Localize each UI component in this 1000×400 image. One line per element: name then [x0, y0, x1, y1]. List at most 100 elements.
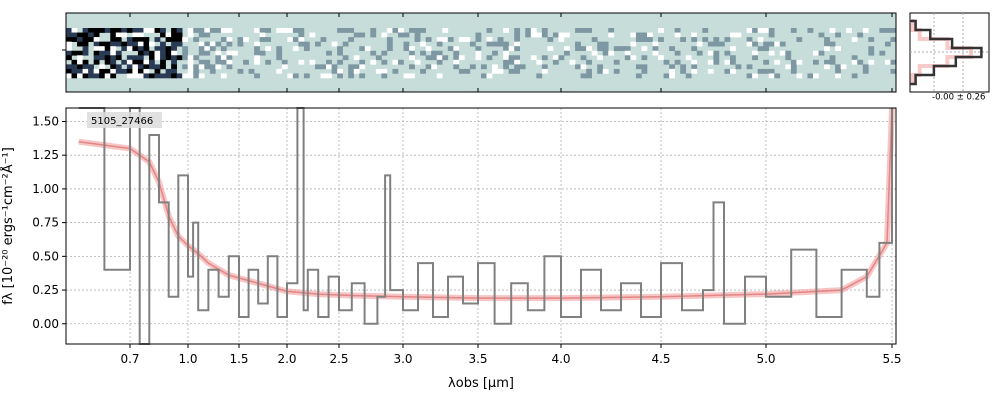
2d-pixel [204, 32, 211, 38]
2d-pixel [663, 73, 670, 79]
2d-pixel [790, 28, 797, 33]
2d-pixel [691, 59, 698, 65]
2d-pixel [597, 41, 604, 47]
2d-pixel [851, 59, 858, 65]
2d-pixel [409, 55, 415, 61]
2d-pixel [514, 28, 521, 33]
2d-pixel [552, 59, 559, 65]
2d-pixel [353, 32, 360, 38]
2d-pixel [315, 41, 321, 47]
2d-pixel [182, 64, 189, 70]
2d-pixel [132, 37, 139, 42]
2d-pixel [259, 28, 266, 33]
2d-pixel [121, 32, 128, 38]
2d-pixel [652, 46, 659, 52]
2d-pixel [564, 46, 570, 52]
2d-pixel [226, 37, 233, 42]
2d-pixel [824, 41, 830, 47]
2d-pixel [126, 37, 133, 42]
2d-pixel [586, 46, 592, 52]
2d-pixel [868, 37, 875, 42]
2d-pixel [514, 46, 521, 52]
2d-pixel [381, 50, 388, 56]
2d-pixel [431, 50, 438, 56]
2d-pixel [774, 73, 781, 79]
2d-pixel [160, 55, 166, 61]
2d-pixel [647, 37, 653, 42]
2d-pixel [149, 59, 155, 65]
y-tick-label: 0.00 [32, 317, 59, 331]
2d-pixel [248, 68, 255, 74]
2d-pixel [171, 50, 177, 56]
2d-pixel [658, 28, 664, 33]
2d-pixel [143, 59, 150, 65]
2d-pixel [652, 50, 659, 56]
2d-pixel [265, 37, 272, 42]
2d-pixel [276, 68, 283, 74]
2d-pixel [121, 46, 128, 52]
2d-pixel [99, 46, 106, 52]
2d-pixel [337, 28, 343, 33]
2d-pixel [763, 59, 770, 65]
2d-pixel [409, 73, 415, 79]
2d-pixel [226, 50, 233, 56]
2d-pixel [143, 28, 150, 33]
2d-pixel [818, 32, 825, 38]
2d-pixel [497, 41, 504, 47]
2d-pixel [110, 46, 117, 52]
2d-pixel [746, 41, 753, 47]
2d-pixel [182, 73, 189, 79]
2d-pixel [126, 73, 133, 79]
2d-pixel [431, 64, 438, 70]
2d-pixel [630, 41, 637, 47]
y-tick-label: 1.50 [32, 114, 59, 128]
2d-pixel [143, 73, 150, 79]
2d-pixel [730, 68, 736, 74]
2d-pixel [752, 50, 758, 56]
2d-pixel [674, 32, 681, 38]
data-line [78, 107, 893, 345]
2d-pixel [575, 41, 581, 47]
2d-pixel [71, 50, 78, 56]
2d-pixel [215, 59, 222, 65]
x-tick-label: 2.5 [329, 352, 348, 366]
2d-pixel [514, 37, 521, 42]
2d-pixel [149, 55, 155, 61]
2d-pixel [409, 28, 415, 33]
2d-pixel [359, 59, 366, 65]
2d-pixel [137, 37, 144, 42]
plot-frame [65, 107, 897, 345]
2d-pixel [342, 55, 349, 61]
2d-pixel [326, 59, 332, 65]
2d-pixel [77, 73, 83, 79]
2d-pixel [254, 41, 260, 47]
2d-pixel [198, 28, 205, 33]
2d-pixel [337, 73, 343, 79]
2d-pixel [514, 41, 521, 47]
2d-pixel [779, 41, 786, 47]
2d-pixel [337, 59, 343, 65]
2d-pixel [66, 64, 72, 70]
2d-pixel [884, 59, 891, 65]
2d-pixel [171, 41, 177, 47]
2d-pixel [558, 32, 565, 38]
2d-pixel [851, 37, 858, 42]
2d-pixel [503, 46, 509, 52]
2d-spectrum-ticks [62, 13, 893, 92]
2d-pixel [641, 46, 648, 52]
2d-pixel [481, 64, 487, 70]
x-tick-label: 2.0 [277, 352, 296, 366]
2d-pixel [154, 46, 161, 52]
2d-pixel [187, 28, 194, 33]
2d-pixel [137, 41, 144, 47]
2d-pixel [287, 73, 294, 79]
2d-pixel [160, 50, 166, 56]
2d-pixel [143, 37, 150, 42]
2d-pixel [552, 32, 559, 38]
2d-pixel [613, 46, 620, 52]
2d-pixel [835, 64, 841, 70]
2d-pixel [857, 32, 864, 38]
2d-pixel [707, 59, 714, 65]
2d-pixel [475, 37, 482, 42]
2d-pixel [154, 37, 161, 42]
